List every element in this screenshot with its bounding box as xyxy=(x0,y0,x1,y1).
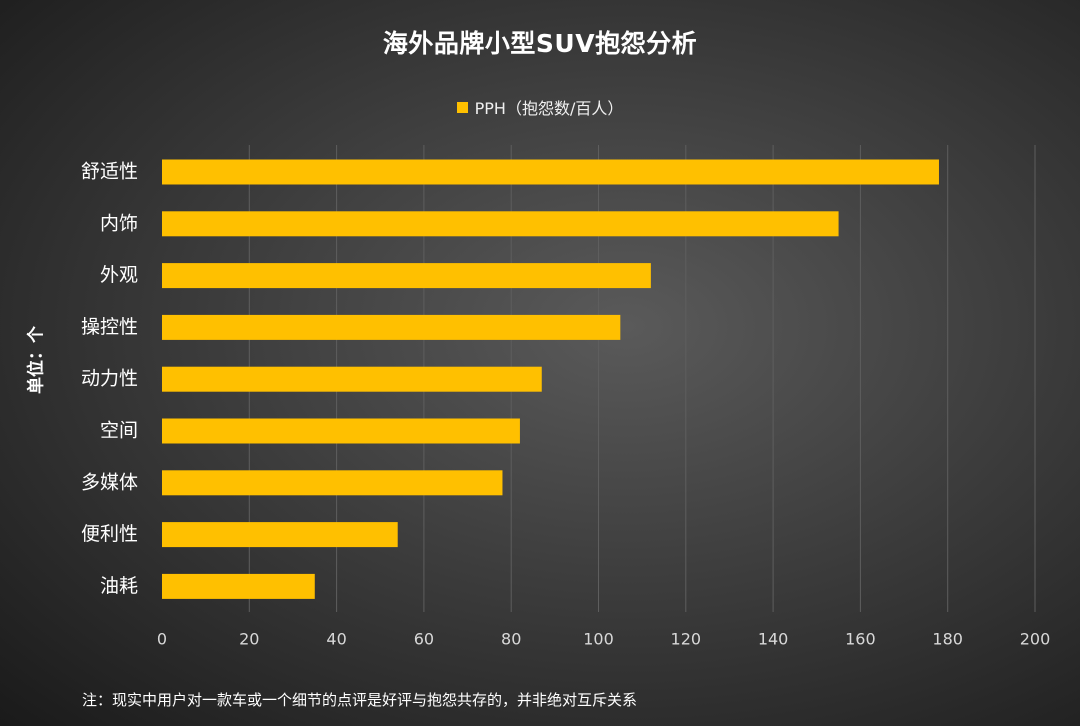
category-label: 操控性 xyxy=(81,316,138,338)
x-tick-label: 20 xyxy=(239,630,259,649)
legend: PPH（抱怨数/百人） xyxy=(0,95,1080,119)
category-label: 空间 xyxy=(100,420,138,442)
chart-title: 海外品牌小型SUV抱怨分析 xyxy=(382,29,698,58)
legend-label: PPH（抱怨数/百人） xyxy=(474,99,624,118)
bar xyxy=(162,263,651,289)
category-label: 多媒体 xyxy=(81,471,138,493)
bar xyxy=(162,522,398,548)
x-tick-label: 140 xyxy=(758,630,789,649)
category-label: 舒适性 xyxy=(81,161,138,183)
x-tick-label: 160 xyxy=(845,630,876,649)
bar xyxy=(162,470,503,496)
category-label: 内饰 xyxy=(100,212,138,234)
category-label: 便利性 xyxy=(81,523,138,545)
x-tick-label: 40 xyxy=(326,630,346,649)
x-tick-label: 80 xyxy=(501,630,521,649)
bar xyxy=(162,573,315,599)
x-tick-label: 100 xyxy=(583,630,614,649)
x-tick-label: 200 xyxy=(1020,630,1051,649)
category-label: 动力性 xyxy=(81,368,138,390)
x-tick-label: 120 xyxy=(671,630,702,649)
category-label: 外观 xyxy=(100,264,138,286)
x-tick-label: 180 xyxy=(932,630,963,649)
category-label: 油耗 xyxy=(100,575,138,597)
bar xyxy=(162,211,839,237)
x-tick-label: 0 xyxy=(157,630,167,649)
x-tick-label: 60 xyxy=(414,630,434,649)
bar xyxy=(162,366,542,392)
footnote: 注：现实中用户对一款车或一个细节的点评是好评与抱怨共存的，并非绝对互斥关系 xyxy=(82,691,638,709)
bar xyxy=(162,159,939,185)
bar xyxy=(162,418,520,444)
legend-swatch xyxy=(456,101,468,113)
bar xyxy=(162,314,621,340)
